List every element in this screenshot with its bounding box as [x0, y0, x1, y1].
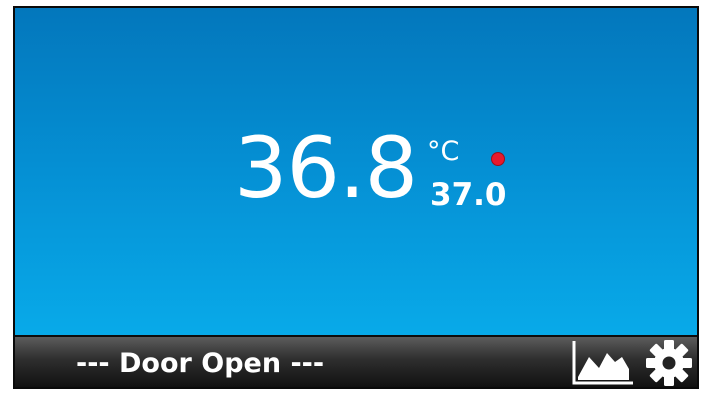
area-chart-icon[interactable]	[571, 337, 635, 387]
main-screen: 36.8 °C 37.0	[15, 8, 697, 335]
status-indicator-dot	[491, 152, 505, 166]
door-status-message: --- Door Open ---	[76, 348, 325, 379]
current-temperature: 36.8	[234, 119, 418, 217]
temperature-readout: 36.8 °C 37.0	[234, 126, 534, 230]
setpoint-temperature: 37.0	[430, 177, 507, 213]
device-display: 36.8 °C 37.0 --- Door Open ---	[13, 6, 699, 389]
divider-line	[15, 335, 697, 337]
temperature-unit: °C	[427, 136, 460, 167]
bottom-status-bar: --- Door Open ---	[15, 337, 697, 387]
gear-icon[interactable]	[639, 337, 695, 387]
